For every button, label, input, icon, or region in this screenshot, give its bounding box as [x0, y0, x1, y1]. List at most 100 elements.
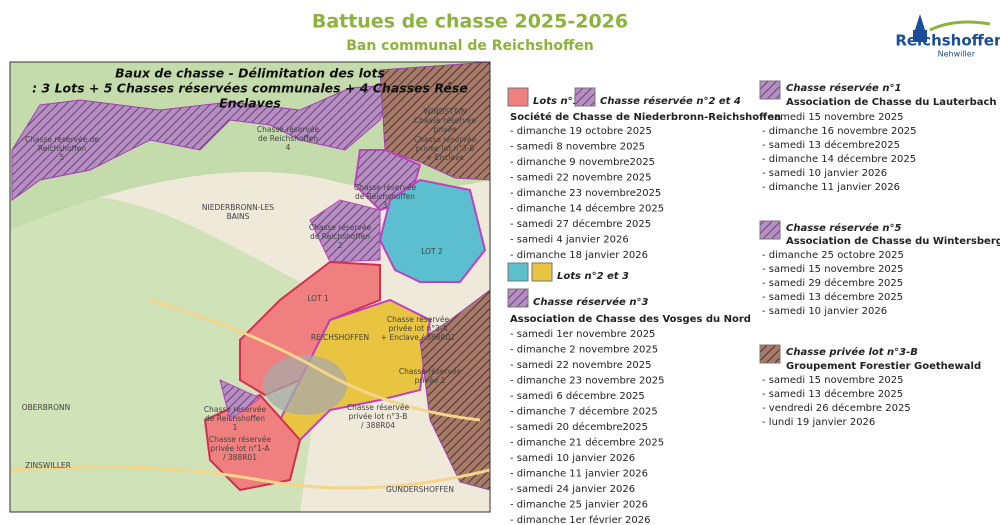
logo: Reichshoffen Nehwiller: [895, 14, 1000, 59]
date: - dimanche 11 janvier 2026: [762, 182, 900, 193]
association: Association de Chasse des Vosges du Nord: [510, 314, 751, 325]
map-label: / 388R04: [361, 421, 395, 430]
map-label: Chasse réservée: [387, 315, 450, 324]
map-heading-line: Baux de chasse - Délimitation des lots: [115, 66, 385, 81]
legend-swatch: [507, 87, 529, 107]
date: - dimanche 9 novembre2025: [510, 157, 655, 168]
date: - samedi 10 janvier 2026: [762, 306, 887, 317]
road: [149, 298, 481, 422]
date: - samedi 1er novembre 2025: [510, 329, 655, 340]
legend-label: Chasse privée lot n°3-B: [786, 346, 918, 358]
map-label: ZINSWILLER: [25, 461, 71, 470]
date: - samedi 10 janvier 2026: [762, 168, 887, 179]
date: - samedi 13 décembre 2025: [762, 291, 903, 303]
map-label: Chasse réservée: [209, 435, 272, 444]
logo-icon: [913, 14, 927, 42]
subtitle: Ban communal de Reichshoffen: [346, 38, 594, 54]
date: - samedi 22 novembre 2025: [510, 173, 652, 184]
map-label: WINDSTEIN: [424, 107, 467, 116]
map-heading: Baux de chasse - Délimitation des lots: …: [32, 66, 468, 111]
map-label: Chasse réservée: [257, 125, 320, 134]
map-label: 2: [338, 241, 343, 250]
date: - samedi 4 janvier 2026: [510, 235, 629, 246]
town: [263, 355, 347, 415]
date: - samedi 15 novembre 2025: [762, 112, 904, 123]
map-label: privée lot n°1-A: [211, 444, 271, 453]
legend-label: Lots n°1: [533, 96, 580, 107]
date: - dimanche 14 décembre 2025: [510, 203, 664, 215]
map-label: 4: [286, 143, 291, 152]
date: - dimanche 16 novembre 2025: [762, 126, 916, 137]
map-label: privée lot n°3-A: [389, 324, 449, 333]
map-label: privée: [433, 125, 457, 134]
legend-label: Chasse réservée n°3: [533, 296, 648, 308]
date: - samedi 22 novembre 2025: [510, 360, 652, 371]
map-label: GUNDERSHOFFEN: [386, 485, 454, 494]
map-label: REICHSHOFFEN: [311, 333, 369, 342]
legend-label: Chasse réservée n°5: [786, 222, 901, 234]
legend-swatch: [507, 262, 529, 282]
map-label: 5: [60, 153, 65, 162]
legend-swatch: [759, 80, 781, 100]
date: - samedi 20 décembre2025: [510, 421, 648, 433]
date: - dimanche 23 novembre2025: [510, 188, 661, 199]
map-label: 1: [233, 423, 238, 432]
legend-label: Chasse réservée n°2 et 4: [600, 95, 741, 107]
legend-label: Chasse réservée n°1: [786, 82, 901, 94]
logo-name: Reichshoffen: [895, 32, 1000, 50]
date: - dimanche 7 décembre 2025: [510, 406, 658, 418]
map-label: Chasse réservée: [354, 183, 417, 192]
legend-swatch: [759, 220, 781, 240]
date: - samedi 15 novembre 2025: [762, 375, 904, 386]
map-label: / 388R01: [223, 453, 257, 462]
map-label: de Reichshoffen: [310, 232, 370, 241]
map-label: LOT 2: [421, 247, 443, 256]
map-label: + Enclave: [426, 153, 464, 162]
zone-reserve: [11, 84, 391, 201]
map-label: + Enclave / 388R02: [381, 333, 456, 342]
lot-1: [239, 260, 381, 397]
legend-label: Lots n°2 et 3: [557, 271, 629, 282]
lot-1: [203, 393, 302, 492]
legend-swatch: [531, 262, 553, 282]
logo-sub: Nehwiller: [938, 50, 976, 59]
map-label: de Reichshoffen: [205, 414, 265, 423]
map-label: de Reichshoffen: [258, 134, 318, 143]
date: - dimanche 25 octobre 2025: [762, 250, 904, 261]
date: - samedi 8 novembre 2025: [510, 142, 645, 153]
logo-swoosh: [929, 20, 991, 32]
date: - samedi 27 décembre 2025: [510, 218, 651, 230]
date: - samedi 13 décembre2025: [762, 139, 900, 151]
date: - samedi 24 janvier 2026: [510, 484, 635, 495]
map-label: privée lot n°3-B: [416, 144, 475, 153]
map-label: Chasse réservée de: [25, 135, 99, 144]
legend-swatch: [759, 344, 781, 364]
map-label: NIEDERBRONN-LES: [202, 203, 274, 212]
map-label: Chasse réservée: [414, 135, 477, 144]
map-label: 3: [383, 201, 388, 210]
date: - dimanche 1er février 2026: [510, 514, 650, 525]
date: - dimanche 23 novembre 2025: [510, 376, 664, 387]
map-label: Chasse réservée: [414, 116, 477, 125]
association: Association de Chasse du Lauterbach: [786, 97, 997, 108]
title: Battues de chasse 2025-2026: [312, 11, 628, 33]
association: Groupement Forestier Goethewald: [786, 361, 981, 372]
zone-reserve: [219, 379, 261, 421]
map-heading-line: Enclaves: [219, 96, 281, 111]
zone-privee: [419, 289, 490, 491]
map-label: Chasse réservée: [399, 367, 462, 376]
date: - samedi 13 décembre 2025: [762, 388, 903, 400]
date: - dimanche 18 janvier 2026: [510, 250, 648, 261]
date: - samedi 10 janvier 2026: [510, 453, 635, 464]
date: - dimanche 25 janvier 2026: [510, 500, 648, 511]
legend-swatch: [507, 288, 529, 308]
legend-swatch: [574, 87, 596, 107]
date: - vendredi 26 décembre 2025: [762, 402, 911, 414]
map-label: Chasse réservée: [309, 223, 372, 232]
map-label: privée lot n°3-B: [349, 412, 408, 421]
association: Association de Chasse du Wintersberg: [786, 236, 1000, 247]
map-label: LOT 1: [307, 294, 329, 303]
